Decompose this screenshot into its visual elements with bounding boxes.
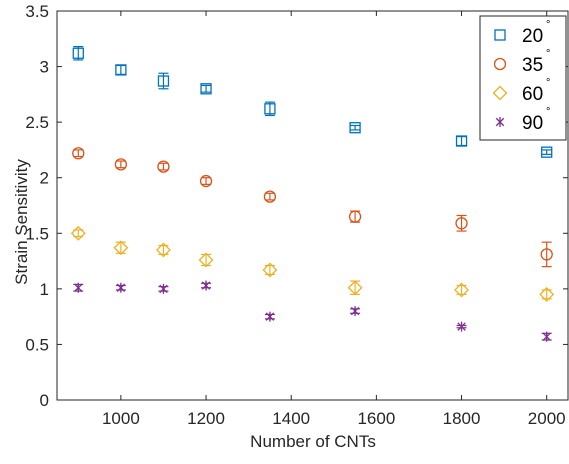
axes-box: [56, 10, 569, 401]
data-point: [72, 147, 85, 160]
x-tick-label: 2000: [528, 409, 566, 428]
x-tick-label: 1400: [272, 409, 310, 428]
asterisk-stroke: [116, 283, 126, 292]
y-tick-label: 0: [40, 391, 49, 410]
legend-marker: [494, 29, 506, 41]
y-tick-label: 2: [40, 169, 49, 188]
asterisk-stroke: [201, 281, 211, 290]
series-90: [73, 280, 552, 342]
data-point: [263, 190, 277, 203]
error-bar: [264, 192, 275, 201]
legend-box: [479, 15, 567, 141]
data-point: [348, 210, 362, 223]
error-bar: [350, 280, 361, 296]
legend-degree: °: [546, 77, 550, 89]
plot-area: [70, 45, 555, 342]
x-tick-label: 1200: [187, 409, 225, 428]
axes: 1000 1200 1400 1600 1800 2000 0 0.5 1 1.5 2 2.5 3 3.5: [25, 2, 569, 428]
error-bar: [541, 149, 552, 155]
data-point: [159, 283, 168, 294]
error-bar: [456, 135, 467, 147]
data-point: [157, 75, 170, 87]
data-point: [70, 225, 86, 241]
error-bar: [115, 241, 126, 254]
x-tick-label: 1000: [102, 409, 140, 428]
data-point: [541, 146, 553, 158]
data-point: [349, 122, 361, 134]
error-bar: [201, 177, 212, 185]
data-point: [198, 252, 214, 268]
series-20: [72, 45, 553, 158]
error-bar: [201, 253, 212, 267]
error-bar: [158, 244, 169, 256]
asterisk-stroke: [74, 283, 83, 292]
asterisk-stroke: [457, 322, 466, 331]
y-tick-label: 0.5: [25, 335, 49, 354]
data-point: [113, 240, 129, 256]
x-axis-title: Number of CNTs: [250, 432, 376, 451]
data-point: [157, 160, 170, 173]
data-point: [72, 47, 84, 59]
asterisk-stroke: [542, 332, 551, 341]
legend-label: 20: [522, 26, 543, 47]
error-bar: [201, 84, 212, 93]
data-point: [454, 282, 469, 298]
legend-label: 60: [522, 84, 543, 105]
asterisk-stroke: [495, 117, 505, 127]
error-bar: [541, 289, 552, 300]
legend-degree: °: [546, 19, 550, 31]
legend: 20°35°60°90°: [479, 15, 567, 141]
error-bar: [456, 284, 467, 296]
asterisk-stroke: [159, 284, 168, 294]
data-point: [455, 217, 468, 230]
error-bar: [264, 264, 275, 276]
data-point: [457, 321, 466, 332]
data-point: [200, 83, 212, 95]
data-point: [74, 282, 83, 293]
series-60: [70, 225, 555, 302]
y-tick-label: 3.5: [25, 2, 49, 21]
data-point: [262, 262, 278, 278]
error-bar: [350, 124, 361, 131]
legend-degree: °: [546, 106, 550, 118]
data-point: [156, 242, 171, 258]
y-tick-label: 2.5: [25, 113, 49, 132]
error-bar: [115, 64, 126, 75]
data-point: [199, 174, 213, 188]
data-point: [201, 280, 211, 291]
error-bar: [73, 149, 84, 158]
data-point: [264, 103, 276, 115]
data-point: [265, 311, 275, 322]
legend-label: 35: [522, 55, 543, 76]
error-bar: [541, 241, 552, 268]
series-35: [72, 147, 553, 268]
data-point: [350, 306, 360, 317]
data-point: [347, 280, 363, 296]
data-point: [115, 64, 127, 76]
legend-marker: [492, 85, 508, 101]
data-point: [539, 286, 555, 302]
legend-marker: [495, 117, 505, 127]
data-point: [542, 331, 551, 342]
data-point: [455, 135, 468, 147]
data-point: [114, 158, 128, 171]
legend-degree: °: [546, 48, 550, 60]
asterisk-stroke: [350, 306, 360, 316]
y-tick-label: 1: [40, 280, 49, 299]
data-point: [116, 282, 126, 293]
data-point: [540, 248, 553, 261]
x-tick-label: 1800: [443, 409, 481, 428]
y-tick-label: 3: [40, 58, 49, 77]
legend-marker: [493, 57, 507, 71]
x-tick-label: 1600: [357, 409, 395, 428]
asterisk-stroke: [265, 312, 275, 321]
error-bar: [158, 162, 169, 171]
error-bar: [115, 160, 126, 169]
y-tick-label: 1.5: [25, 224, 49, 243]
legend-label: 90: [522, 113, 543, 134]
y-axis-title: Strain Sensitivity: [12, 159, 31, 285]
